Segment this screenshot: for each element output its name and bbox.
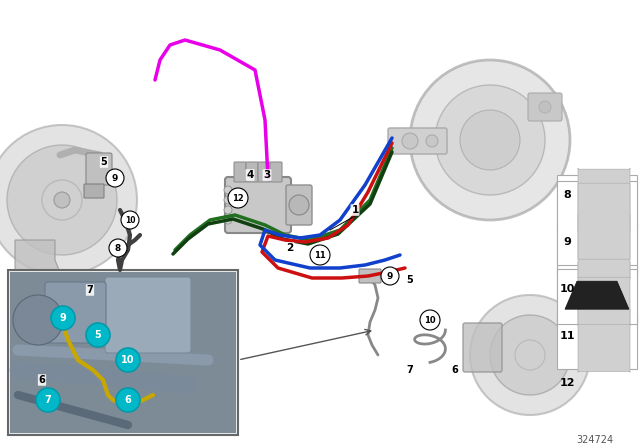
Circle shape <box>228 188 248 208</box>
FancyBboxPatch shape <box>258 162 270 182</box>
Circle shape <box>490 315 570 395</box>
Text: 12: 12 <box>559 379 575 388</box>
Text: 9: 9 <box>563 237 571 247</box>
Circle shape <box>410 60 570 220</box>
Text: 12: 12 <box>232 194 244 202</box>
Text: 4: 4 <box>246 170 253 180</box>
Text: 5: 5 <box>95 330 101 340</box>
Polygon shape <box>28 310 80 375</box>
FancyBboxPatch shape <box>578 168 630 231</box>
FancyBboxPatch shape <box>557 269 637 324</box>
FancyBboxPatch shape <box>105 277 191 353</box>
FancyBboxPatch shape <box>557 181 637 265</box>
Circle shape <box>7 145 117 255</box>
FancyBboxPatch shape <box>578 309 630 372</box>
Circle shape <box>224 186 232 194</box>
Text: 8: 8 <box>563 190 571 200</box>
FancyBboxPatch shape <box>234 162 246 182</box>
Circle shape <box>116 348 140 372</box>
Circle shape <box>42 180 82 220</box>
Text: 11: 11 <box>314 250 326 259</box>
FancyBboxPatch shape <box>8 270 238 435</box>
Circle shape <box>116 388 140 412</box>
Circle shape <box>109 239 127 257</box>
Text: 10: 10 <box>121 355 135 365</box>
Polygon shape <box>15 240 90 330</box>
Circle shape <box>515 340 545 370</box>
Text: 5: 5 <box>406 275 413 285</box>
Circle shape <box>13 295 63 345</box>
Circle shape <box>460 110 520 170</box>
FancyBboxPatch shape <box>578 262 630 325</box>
Text: 10: 10 <box>125 215 135 224</box>
FancyBboxPatch shape <box>225 177 291 233</box>
FancyBboxPatch shape <box>578 183 630 259</box>
Circle shape <box>224 206 232 214</box>
FancyBboxPatch shape <box>557 222 637 275</box>
FancyBboxPatch shape <box>463 323 502 372</box>
FancyBboxPatch shape <box>246 162 258 182</box>
Text: 10: 10 <box>424 315 436 324</box>
FancyBboxPatch shape <box>388 128 447 154</box>
Circle shape <box>420 310 440 330</box>
Text: 9: 9 <box>60 313 67 323</box>
Circle shape <box>121 211 139 229</box>
Circle shape <box>539 101 551 113</box>
Circle shape <box>470 295 590 415</box>
Circle shape <box>224 216 232 224</box>
Circle shape <box>36 388 60 412</box>
Circle shape <box>381 267 399 285</box>
Text: 10: 10 <box>559 284 575 294</box>
Text: 11: 11 <box>559 332 575 341</box>
Circle shape <box>289 195 309 215</box>
Text: 7: 7 <box>406 365 413 375</box>
Text: 7: 7 <box>45 395 51 405</box>
Text: 6: 6 <box>38 375 45 385</box>
FancyBboxPatch shape <box>557 269 637 322</box>
FancyBboxPatch shape <box>557 175 637 228</box>
Text: 9: 9 <box>112 173 118 182</box>
Text: 5: 5 <box>100 157 108 167</box>
Text: 324724: 324724 <box>577 435 614 445</box>
Text: 6: 6 <box>452 365 458 375</box>
FancyBboxPatch shape <box>359 269 381 283</box>
Circle shape <box>0 125 137 275</box>
Text: 3: 3 <box>264 170 271 180</box>
Text: 1: 1 <box>351 205 358 215</box>
Circle shape <box>224 196 232 204</box>
FancyBboxPatch shape <box>286 185 312 225</box>
FancyBboxPatch shape <box>84 184 104 198</box>
Circle shape <box>435 85 545 195</box>
FancyBboxPatch shape <box>86 153 112 185</box>
FancyBboxPatch shape <box>557 316 637 369</box>
Text: 6: 6 <box>125 395 131 405</box>
FancyBboxPatch shape <box>528 93 562 121</box>
Circle shape <box>310 245 330 265</box>
Circle shape <box>106 169 124 187</box>
Circle shape <box>54 192 70 208</box>
Circle shape <box>426 135 438 147</box>
Circle shape <box>86 323 110 347</box>
FancyBboxPatch shape <box>270 162 282 182</box>
Circle shape <box>402 133 418 149</box>
Text: 9: 9 <box>387 271 393 280</box>
Polygon shape <box>565 281 629 309</box>
Text: 2: 2 <box>286 243 294 253</box>
FancyBboxPatch shape <box>45 282 106 343</box>
Text: 7: 7 <box>86 285 93 295</box>
FancyBboxPatch shape <box>578 215 630 278</box>
Circle shape <box>51 306 75 330</box>
FancyBboxPatch shape <box>10 272 236 433</box>
Text: 8: 8 <box>115 244 121 253</box>
